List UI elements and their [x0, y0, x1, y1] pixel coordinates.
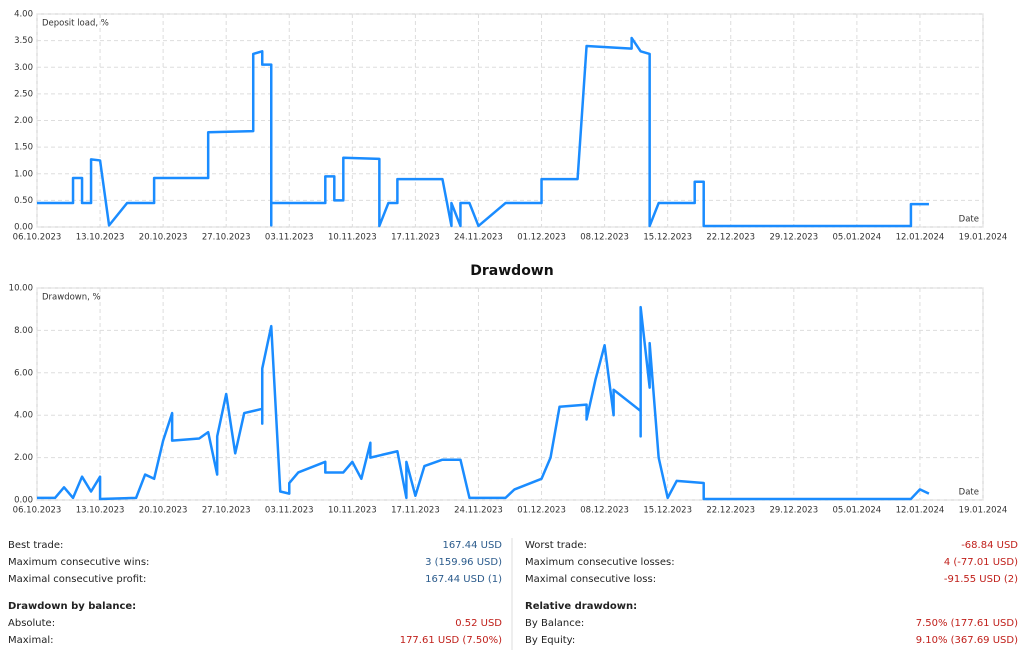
- legend-label: Deposit load, %: [42, 19, 109, 29]
- x-tick-label: 29.12.2023: [769, 506, 818, 516]
- y-tick-label: 1.00: [14, 169, 33, 179]
- x-tick-label: 05.01.2024: [833, 506, 882, 516]
- x-tick-label: 27.10.2023: [202, 233, 251, 243]
- legend-label: Drawdown, %: [42, 293, 101, 303]
- section-heading: Drawdown by balance:: [8, 601, 136, 612]
- stat-value: -91.55 USD (2): [944, 574, 1018, 585]
- x-tick-label: 01.12.2023: [517, 233, 566, 243]
- stat-value: 4 (-77.01 USD): [944, 557, 1018, 568]
- x-tick-label: 10.11.2023: [328, 506, 377, 516]
- y-tick-label: 2.50: [14, 89, 33, 99]
- x-tick-label: 03.11.2023: [265, 233, 314, 243]
- y-tick-label: 3.00: [14, 63, 33, 73]
- x-tick-label: 19.01.2024: [959, 506, 1008, 516]
- plot-area: [36, 287, 984, 501]
- stat-label: Best trade:: [8, 540, 63, 551]
- x-tick-label: 29.12.2023: [769, 233, 818, 243]
- x-tick-label: 24.11.2023: [454, 506, 503, 516]
- y-tick-label: 0.00: [14, 496, 33, 506]
- y-tick-label: 3.50: [14, 36, 33, 46]
- y-tick-label: 2.00: [14, 453, 33, 463]
- stat-label: Maximal:: [8, 635, 53, 646]
- y-tick-label: 6.00: [14, 368, 33, 378]
- x-tick-label: 06.10.2023: [13, 506, 62, 516]
- x-tick-label: 22.12.2023: [706, 506, 755, 516]
- y-tick-label: 0.50: [14, 196, 33, 206]
- x-tick-label: 24.11.2023: [454, 233, 503, 243]
- y-tick-label: 8.00: [14, 326, 33, 336]
- x-tick-label: 20.10.2023: [139, 233, 188, 243]
- stat-value: 167.44 USD: [442, 540, 502, 551]
- y-tick-label: 4.00: [14, 411, 33, 421]
- x-tick-label: 17.11.2023: [391, 233, 440, 243]
- data-line: [37, 305, 930, 501]
- stat-value: 177.61 USD (7.50%): [400, 635, 502, 646]
- stat-value: 0.52 USD: [455, 618, 502, 629]
- stat-value: 167.44 USD (1): [425, 574, 502, 585]
- stat-label: Worst trade:: [525, 540, 587, 551]
- stat-label: By Balance:: [525, 618, 584, 629]
- stat-label: By Equity:: [525, 635, 575, 646]
- stat-label: Maximal consecutive loss:: [525, 574, 656, 585]
- stat-label: Maximum consecutive wins:: [8, 557, 149, 568]
- x-tick-label: 13.10.2023: [76, 506, 125, 516]
- stat-value: 3 (159.96 USD): [425, 557, 502, 568]
- stat-value: 9.10% (367.69 USD): [916, 635, 1018, 646]
- y-tick-label: 2.00: [14, 116, 33, 126]
- x-tick-label: 15.12.2023: [643, 233, 692, 243]
- x-tick-label: 08.12.2023: [580, 506, 629, 516]
- x-axis-label: Date: [959, 488, 979, 498]
- stat-value: -68.84 USD: [961, 540, 1018, 551]
- y-tick-label: 1.50: [14, 143, 33, 153]
- x-tick-label: 19.01.2024: [959, 233, 1008, 243]
- x-tick-label: 20.10.2023: [139, 506, 188, 516]
- stat-label: Absolute:: [8, 618, 55, 629]
- x-axis-label: Date: [959, 215, 979, 225]
- y-tick-label: 10.00: [9, 284, 33, 294]
- x-tick-label: 08.12.2023: [580, 233, 629, 243]
- x-tick-label: 17.11.2023: [391, 506, 440, 516]
- chart-title: Drawdown: [470, 263, 553, 279]
- x-tick-label: 13.10.2023: [76, 233, 125, 243]
- stat-label: Maximum consecutive losses:: [525, 557, 675, 568]
- x-tick-label: 12.01.2024: [896, 506, 945, 516]
- x-tick-label: 10.11.2023: [328, 233, 377, 243]
- x-tick-label: 06.10.2023: [13, 233, 62, 243]
- x-tick-label: 15.12.2023: [643, 506, 692, 516]
- stat-label: Maximal consecutive profit:: [8, 574, 146, 585]
- x-tick-label: 01.12.2023: [517, 506, 566, 516]
- data-line: [37, 36, 929, 228]
- x-tick-label: 03.11.2023: [265, 506, 314, 516]
- x-tick-label: 12.01.2024: [896, 233, 945, 243]
- x-tick-label: 05.01.2024: [833, 233, 882, 243]
- section-heading: Relative drawdown:: [525, 601, 637, 612]
- x-tick-label: 27.10.2023: [202, 506, 251, 516]
- x-tick-label: 22.12.2023: [706, 233, 755, 243]
- stat-value: 7.50% (177.61 USD): [916, 618, 1018, 629]
- y-tick-label: 4.00: [14, 10, 33, 20]
- y-tick-label: 0.00: [14, 223, 33, 233]
